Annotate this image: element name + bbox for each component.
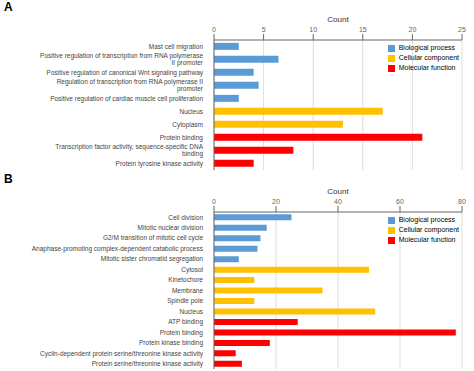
svg-text:Count: Count [327, 187, 349, 196]
svg-text:Protein binding: Protein binding [160, 329, 204, 337]
svg-text:ATP binding: ATP binding [168, 318, 203, 326]
svg-text:Protein binding: Protein binding [160, 134, 204, 142]
svg-text:Protein kinase binding: Protein kinase binding [139, 339, 203, 347]
svg-text:Nucleus: Nucleus [180, 108, 204, 115]
html-text:Molecular function: Molecular function [398, 64, 456, 71]
svg-text:0: 0 [212, 198, 216, 205]
svg-text:Positive regulation of canonic: Positive regulation of canonical Wnt sig… [47, 69, 204, 77]
svg-text:Transcription factor activity,: Transcription factor activity, sequence-… [55, 143, 203, 158]
svg-text:5: 5 [262, 26, 266, 33]
svg-text:Protein tyrosine kinase activi: Protein tyrosine kinase activity [116, 160, 204, 168]
svg-text:Cyclin-dependent protein serin: Cyclin-dependent protein serine/threonin… [40, 350, 204, 358]
html-text:A: A [4, 0, 13, 14]
svg-text:40: 40 [334, 198, 342, 205]
svg-text:25: 25 [458, 26, 466, 33]
svg-text:Membrane: Membrane [172, 287, 203, 294]
html-text:Cellular component: Cellular component [398, 54, 459, 61]
svg-text:Cytoplasm: Cytoplasm [172, 121, 203, 129]
svg-text:80: 80 [458, 198, 466, 205]
svg-text:60: 60 [396, 198, 404, 205]
svg-text:15: 15 [359, 26, 367, 33]
svg-text:Kinetochore: Kinetochore [168, 276, 203, 283]
svg-text:Mast cell migration: Mast cell migration [149, 43, 204, 51]
svg-text:Mitotic nuclear division: Mitotic nuclear division [138, 224, 204, 231]
html-text:Biological process: Biological process [398, 44, 456, 51]
html-text:B: B [4, 172, 13, 186]
svg-text:Cytosol: Cytosol [181, 266, 203, 274]
html-text:Cellular component: Cellular component [398, 226, 459, 233]
svg-text:0: 0 [212, 26, 216, 33]
svg-text:Cell division: Cell division [168, 214, 203, 221]
svg-text:Positive regulation of transcr: Positive regulation of transcription fro… [40, 52, 204, 67]
svg-text:G2/M transition of mitotic cel: G2/M transition of mitotic cell cycle [103, 234, 203, 242]
svg-text:Count: Count [327, 15, 349, 24]
svg-text:Regulation of transcription fr: Regulation of transcription from RNA pol… [57, 78, 204, 93]
svg-text:Protein serine/threonine kinas: Protein serine/threonine kinase activity [92, 360, 204, 368]
svg-text:20: 20 [409, 26, 417, 33]
svg-text:Nucleus: Nucleus [180, 308, 204, 315]
svg-text:Mitotic sister chromatid segre: Mitotic sister chromatid segregation [101, 255, 204, 263]
svg-text:Spindle pole: Spindle pole [167, 297, 203, 305]
html-text:Biological process: Biological process [398, 216, 456, 223]
svg-text:10: 10 [309, 26, 317, 33]
html-text:Molecular function: Molecular function [398, 236, 456, 243]
svg-text:20: 20 [272, 198, 280, 205]
svg-text:Anaphase-promoting complex-dep: Anaphase-promoting complex-dependent cat… [32, 245, 204, 253]
svg-text:Positive regulation of cardiac: Positive regulation of cardiac muscle ce… [50, 95, 203, 103]
